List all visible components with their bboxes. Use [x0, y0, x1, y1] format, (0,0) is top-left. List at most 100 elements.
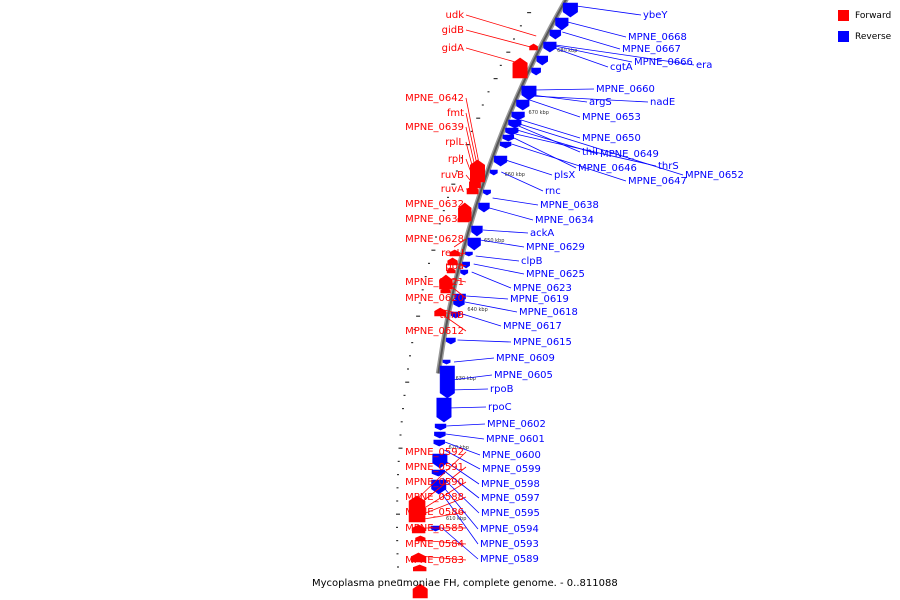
reverse-leader [529, 99, 581, 118]
reverse-leader [450, 388, 489, 391]
reverse-gene-label: plsX [554, 170, 575, 181]
reverse-leader [521, 119, 581, 139]
scale-label: 650 kbp [484, 238, 504, 244]
reverse-gene-label: MPNE_0660 [596, 84, 655, 95]
reverse-leader [511, 143, 627, 182]
tick-mark [447, 196, 449, 198]
reverse-gene-label: rpoB [490, 384, 514, 395]
forward-gene-label: MPNE_0583 [405, 555, 464, 566]
reverse-leader [444, 449, 481, 470]
reverse-gene [493, 155, 508, 167]
reverse-gene [536, 55, 548, 66]
reverse-leader [555, 45, 633, 63]
forward-leader [418, 555, 467, 561]
reverse-leader [442, 477, 480, 514]
legend-reverse: Reverse [838, 29, 900, 44]
reverse-leader [471, 271, 512, 289]
tick-mark [413, 328, 416, 330]
forward-leader [451, 252, 467, 256]
reverse-gene [562, 2, 578, 18]
reverse-leader [562, 31, 621, 50]
forward-gene [411, 524, 426, 534]
scale-label: 630 kbp [456, 376, 476, 382]
forward-leader [465, 29, 531, 48]
reverse-gene-label: MPNE_0617 [503, 321, 562, 332]
reverse-gene-label: MPNE_0647 [628, 176, 687, 187]
reverse-gene-label: MPNE_0666 [634, 57, 693, 68]
tick-mark [470, 130, 473, 132]
tick-mark [396, 540, 399, 542]
tick-mark [396, 500, 399, 502]
forward-gene-label: MPNE_0628 [405, 234, 464, 245]
tick-mark [396, 553, 399, 555]
reverse-gene-label: rpoC [488, 402, 512, 413]
forward-gene-label: MPNE_0632 [405, 199, 464, 210]
reverse-gene [471, 225, 483, 237]
reverse-gene-label: MPNE_0646 [578, 163, 637, 174]
forward-gene-label: MPNE_0588 [405, 492, 464, 503]
tick-mark [409, 355, 411, 357]
tick-mark [460, 157, 463, 159]
forward-gene [446, 267, 456, 274]
tick-mark [438, 223, 441, 225]
forward-swatch [838, 10, 849, 21]
reverse-gene [434, 423, 447, 431]
scale-label: 610 kbp [446, 516, 466, 522]
forward-gene-label: rplJ [448, 154, 464, 165]
reverse-gene [442, 359, 451, 365]
reverse-leader [513, 137, 577, 169]
forward-leader [465, 97, 480, 167]
tick-mark [481, 104, 484, 106]
reverse-gene [521, 85, 537, 101]
reverse-gene-label: ybeY [643, 10, 668, 21]
tick-mark [493, 78, 498, 80]
reverse-leader [445, 433, 485, 440]
reverse-gene-label: MPNE_0625 [526, 269, 585, 280]
forward-gene-label: MPNE_0621 [405, 277, 464, 288]
reverse-gene [516, 99, 530, 111]
legend-reverse-label: Reverse [855, 31, 892, 42]
forward-leader [465, 47, 523, 65]
reverse-gene-label: MPNE_0629 [526, 242, 585, 253]
reverse-gene-label: rnc [545, 186, 561, 197]
tick-mark [455, 170, 458, 172]
reverse-swatch [838, 31, 849, 42]
reverse-leader [555, 44, 695, 66]
reverse-leader [446, 423, 486, 427]
reverse-leader [442, 485, 479, 530]
tick-mark [398, 447, 403, 449]
forward-leader [465, 141, 476, 179]
tick-mark [476, 117, 481, 119]
tick-mark [399, 434, 402, 436]
tick-mark [428, 262, 430, 264]
reverse-gene-label: MPNE_0599 [482, 464, 541, 475]
reverse-gene [511, 111, 525, 121]
tick-mark [397, 566, 399, 568]
reverse-gene-label: MPNE_0623 [513, 283, 572, 294]
reverse-gene [499, 141, 512, 149]
tick-mark [435, 236, 437, 238]
forward-gene-label: rplL [445, 137, 464, 148]
legend-forward-label: Forward [855, 10, 892, 21]
forward-leader [417, 466, 467, 506]
reverse-gene-label: MPNE_0594 [480, 524, 539, 535]
reverse-gene [555, 17, 569, 31]
reverse-leader [451, 374, 493, 381]
reverse-gene-label: MPNE_0598 [481, 479, 540, 490]
tick-mark [499, 64, 502, 66]
forward-gene [412, 583, 428, 599]
scale-labels: 680 kbp 670 kbp 660 kbp 650 kbp 640 kbp 630 k… [446, 48, 577, 522]
reverse-leader [473, 263, 525, 275]
tick-mark [396, 526, 398, 528]
reverse-gene-label: thrS [658, 161, 679, 172]
reverse-gene [436, 397, 452, 423]
reverse-gene [502, 134, 515, 142]
reverse-leader [534, 88, 595, 91]
reverse-gene [483, 189, 491, 196]
reverse-gene [434, 431, 446, 439]
tick-mark [424, 276, 427, 278]
reverse-leader [515, 133, 657, 167]
minor-ticks [396, 12, 532, 581]
genome-caption: Mycoplasma pneumoniae FH, complete genom… [312, 578, 618, 589]
tick-mark [513, 38, 515, 40]
